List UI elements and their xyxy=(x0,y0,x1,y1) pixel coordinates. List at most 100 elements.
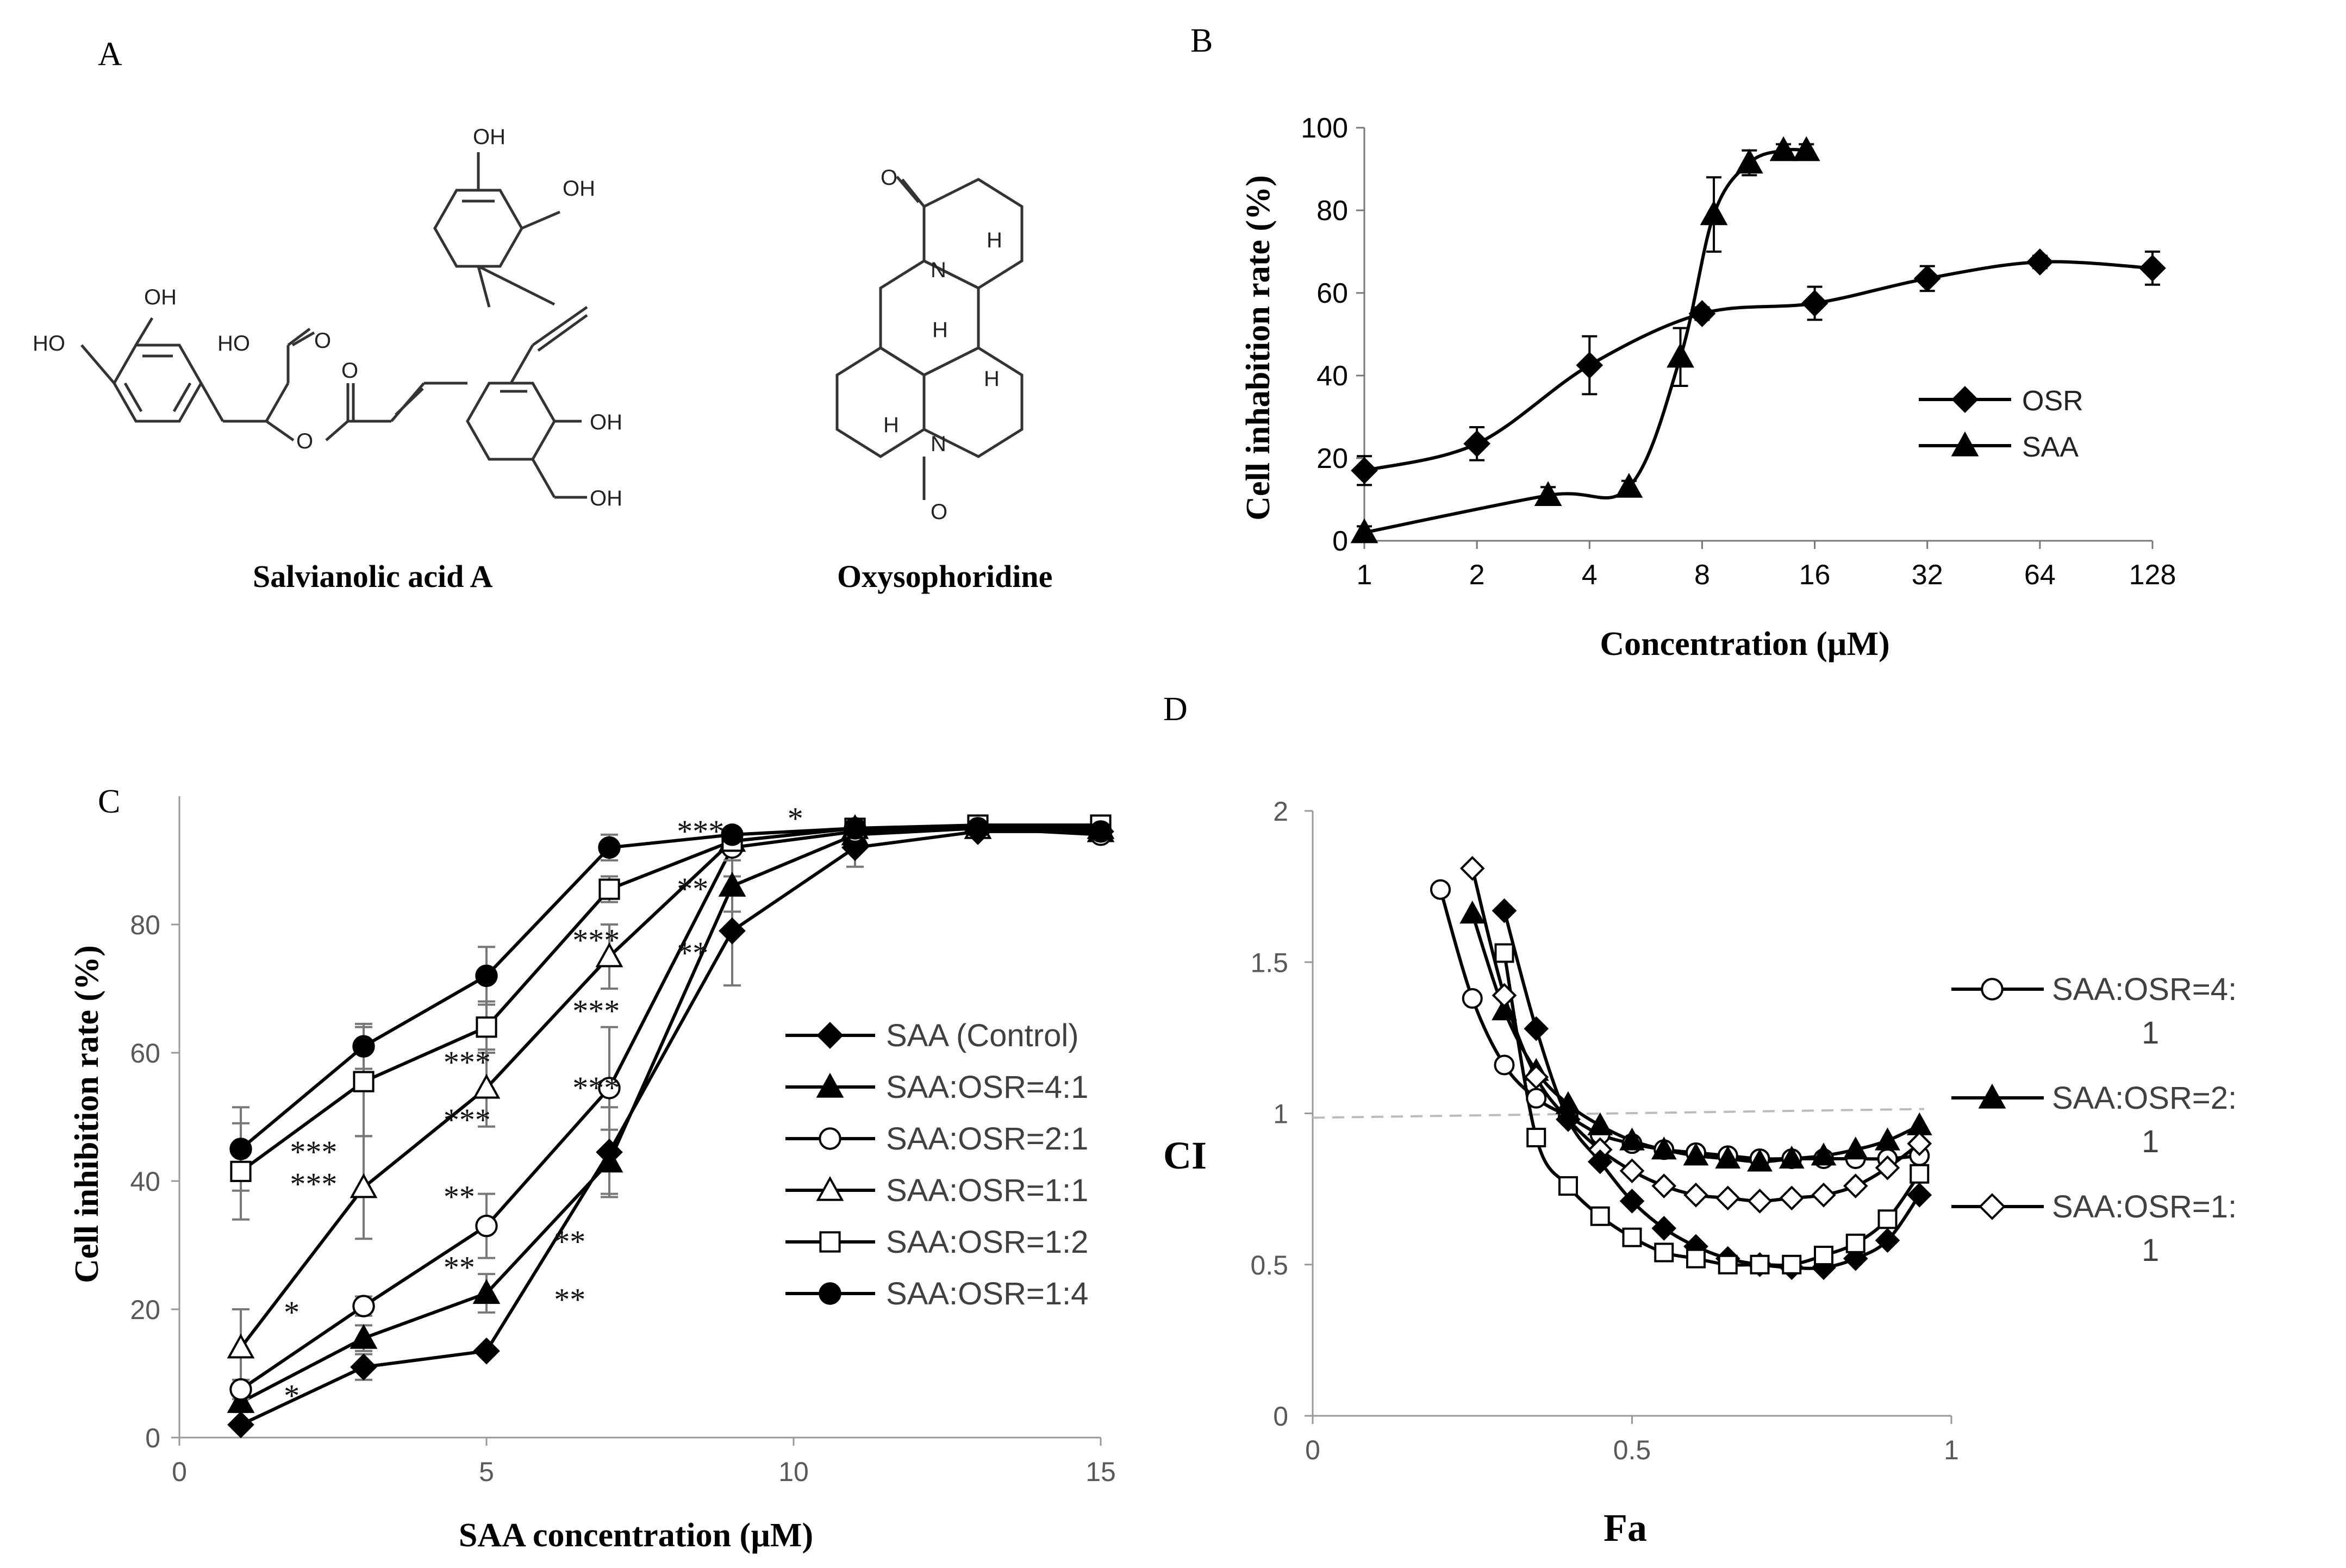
chart-b-point xyxy=(1463,430,1490,458)
chart-d-point xyxy=(1750,1254,1770,1275)
svg-text:H: H xyxy=(984,367,1000,391)
chart-c-significance-mark: *** xyxy=(572,923,620,958)
chart-d-point xyxy=(1494,943,1514,963)
chart-d-legend-label: SAA:OSR=4: xyxy=(2052,972,2237,1007)
chart-c-legend-label: SAA:OSR=1:4 xyxy=(886,1276,1088,1311)
chart-b-series-line xyxy=(1364,260,2153,472)
chart-c-significance-mark: ** xyxy=(554,1282,585,1317)
chart-d-point xyxy=(1747,1189,1773,1214)
svg-text:OH: OH xyxy=(473,125,506,149)
chart-d-point xyxy=(1526,1088,1547,1109)
chart-b-ytick-label: 80 xyxy=(1316,195,1348,227)
panel-letter-c: C xyxy=(98,783,120,820)
chart-c-point xyxy=(598,878,620,900)
chart-c-point xyxy=(966,817,989,840)
quinolizidine-ring-3 xyxy=(835,346,926,458)
chart-b-ytick-label: 60 xyxy=(1316,278,1348,309)
chart-c-point xyxy=(721,823,744,846)
chart-c-xtick-label: 15 xyxy=(1085,1457,1116,1487)
chart-b-ylabel: Cell inhabition rate (%) xyxy=(1240,175,1277,520)
svg-text:HO: HO xyxy=(217,332,250,355)
chart-d-ytick-label: 1 xyxy=(1273,1099,1288,1129)
svg-text:H: H xyxy=(932,318,948,342)
chart-c-point xyxy=(598,836,621,859)
chart-c-ytick-label: 20 xyxy=(130,1295,160,1325)
chart-c-point xyxy=(353,1071,375,1092)
compound-label-saa: Salvianolic acid A xyxy=(253,559,493,594)
chart-d-point xyxy=(1651,1216,1677,1241)
chart-b-point xyxy=(1688,300,1716,327)
chart-c-significance-mark: * xyxy=(788,801,803,836)
chart-c-legend-label: SAA:OSR=1:2 xyxy=(886,1225,1088,1260)
chart-c-significance-mark: ** xyxy=(677,871,708,907)
chart-d-legend-label: SAA:OSR=2: xyxy=(2052,1080,2237,1116)
chart-d-point xyxy=(1526,1128,1546,1148)
chart-d-reference-line xyxy=(1312,1108,1925,1119)
chart-d-point xyxy=(1779,1145,1805,1169)
svg-text:OH: OH xyxy=(590,486,622,510)
chart-c-legend-marker xyxy=(816,1072,844,1098)
chart-d-point xyxy=(1619,1158,1645,1184)
chart-d-point xyxy=(1686,1248,1706,1269)
chart-c-significance-mark: *** xyxy=(677,814,724,849)
chart-b-xtick-label: 32 xyxy=(1912,559,1943,591)
panel-letter-d: D xyxy=(1163,691,1188,728)
chart-d-legend-marker xyxy=(1979,1193,2006,1220)
chart-c-significance-mark: * xyxy=(284,1295,300,1330)
chart-d-xtick-label: 1 xyxy=(1944,1435,1959,1465)
chart-c-series-line xyxy=(240,827,1101,1151)
chart-c-point xyxy=(719,917,746,945)
chemical-structures xyxy=(80,152,1024,500)
chart-b-point xyxy=(1576,352,1603,379)
chart-d-xtick-label: 0 xyxy=(1305,1435,1320,1465)
chart-b-point xyxy=(1700,200,1728,226)
chart-d-point xyxy=(1622,1227,1642,1247)
chart-b-xtick-label: 128 xyxy=(2129,559,2176,591)
chart-c-point xyxy=(227,1388,255,1413)
chart-d-point xyxy=(1683,1142,1709,1166)
chart-d-point xyxy=(1524,1016,1549,1041)
chart-d-point xyxy=(1875,1155,1900,1180)
chart-d-point xyxy=(1910,1164,1930,1184)
chart-c-point xyxy=(1089,820,1112,843)
chart-b-xtick-label: 2 xyxy=(1469,559,1485,591)
chart-d-ytick-label: 0.5 xyxy=(1250,1250,1288,1280)
chart-c-legend-label: SAA:OSR=4:1 xyxy=(886,1070,1088,1105)
chart-d-point xyxy=(1877,1209,1898,1229)
chart-c-significance-mark: *** xyxy=(290,1166,337,1202)
chart-c-point xyxy=(476,1016,497,1038)
chart-c-point xyxy=(595,1147,623,1173)
chart-b-point xyxy=(1801,290,1829,317)
chart-c-point xyxy=(595,942,623,967)
chart-d-point xyxy=(1459,855,1485,881)
chart-d-point xyxy=(1492,997,1517,1021)
chart-c-legend-label: SAA:OSR=1:1 xyxy=(886,1173,1088,1208)
chart-c-significance-mark: *** xyxy=(572,1070,620,1105)
chart-b-point xyxy=(1667,342,1694,368)
svg-text:H: H xyxy=(987,228,1002,252)
chart-c-significance-mark: ** xyxy=(554,1224,585,1259)
chart-c-point xyxy=(472,1073,501,1099)
chart-c-point xyxy=(350,1173,378,1198)
chart-b-ytick-label: 40 xyxy=(1316,360,1348,392)
chart-c-point xyxy=(473,1337,500,1365)
svg-text:O: O xyxy=(881,166,897,190)
svg-text:O: O xyxy=(296,429,313,453)
chart-b-point xyxy=(1350,518,1378,544)
chart-d-point xyxy=(1747,1148,1773,1172)
chart-d-point xyxy=(1459,901,1486,924)
chart-c-legend-marker xyxy=(816,1176,844,1201)
chart-d-legend-label-line2: 1 xyxy=(2142,1124,2159,1159)
chart-c-legend-marker xyxy=(819,1231,841,1253)
chart-c-point xyxy=(229,1378,252,1401)
chart-d-point xyxy=(1811,1142,1837,1166)
compound-label-osr: Oxysophoridine xyxy=(837,559,1052,594)
chart-c-significance-mark: ** xyxy=(444,1250,475,1285)
quinolizidine-ring-4 xyxy=(922,346,1024,458)
chart-d-point xyxy=(1619,1127,1645,1151)
chart-c-significance-mark: ** xyxy=(677,935,708,971)
chart-d-point xyxy=(1587,1112,1613,1135)
chart-d-point xyxy=(1524,1064,1549,1090)
chart-b-series-line xyxy=(1364,148,1807,534)
chart-d-point xyxy=(1619,1189,1645,1214)
